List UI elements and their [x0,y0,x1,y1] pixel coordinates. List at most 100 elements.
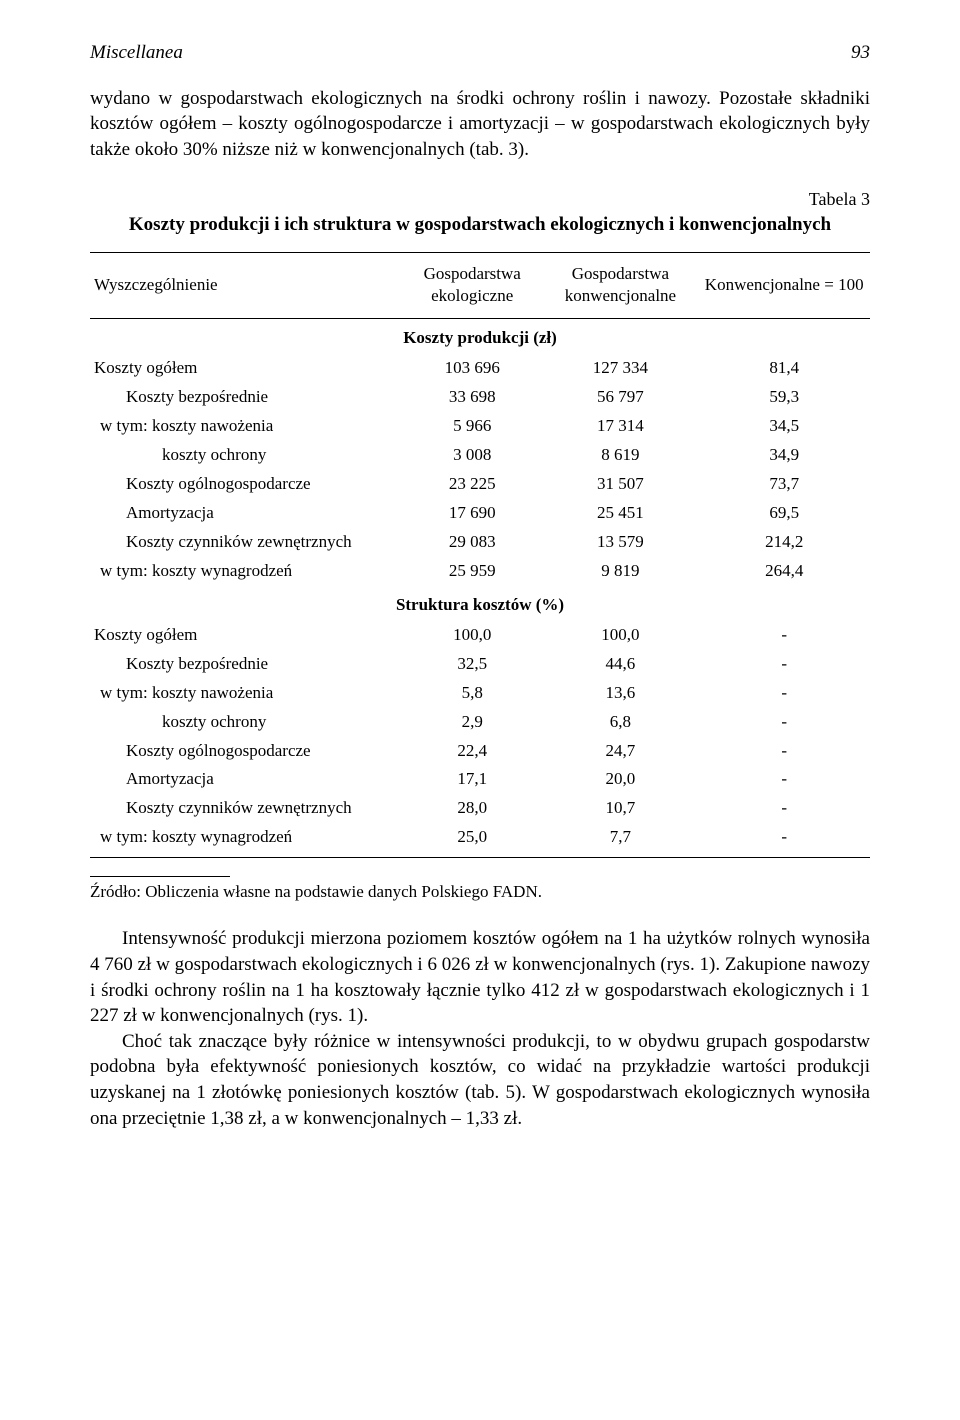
table-section-1: Koszty produkcji (zł)Koszty ogółem103 69… [90,319,870,586]
cell-ekologiczne: 28,0 [402,794,542,823]
cell-konwencjonalne: 31 507 [542,470,698,499]
cell-index: 34,5 [698,412,870,441]
cell-index: - [698,650,870,679]
cell-ekologiczne: 23 225 [402,470,542,499]
cell-index: - [698,708,870,737]
cell-index: - [698,679,870,708]
body-paragraph-2: Choć tak znaczące były różnice w intensy… [90,1029,870,1132]
cell-konwencjonalne: 13 579 [542,528,698,557]
cell-index: 69,5 [698,499,870,528]
cell-konwencjonalne: 9 819 [542,557,698,586]
cell-index: 59,3 [698,383,870,412]
table-row: Koszty bezpośrednie32,544,6- [90,650,870,679]
cell-ekologiczne: 100,0 [402,621,542,650]
cell-ekologiczne: 22,4 [402,737,542,766]
row-label: Amortyzacja [90,499,402,528]
cell-konwencjonalne: 25 451 [542,499,698,528]
cell-konwencjonalne: 127 334 [542,354,698,383]
cell-konwencjonalne: 56 797 [542,383,698,412]
cell-ekologiczne: 33 698 [402,383,542,412]
cell-konwencjonalne: 24,7 [542,737,698,766]
cell-konwencjonalne: 6,8 [542,708,698,737]
cell-ekologiczne: 32,5 [402,650,542,679]
row-label: Koszty ogółem [90,621,402,650]
cell-index: - [698,794,870,823]
cell-index: 34,9 [698,441,870,470]
cell-ekologiczne: 17 690 [402,499,542,528]
cell-ekologiczne: 25,0 [402,823,542,857]
cost-table: Wyszczególnienie Gospodarstwa ekologiczn… [90,252,870,859]
row-label: w tym: koszty wynagrodzeń [90,557,402,586]
row-label: w tym: koszty nawożenia [90,412,402,441]
col-konwencjonalne: Gospodarstwa konwencjonalne [542,252,698,319]
header-page-number: 93 [851,40,870,66]
cell-index: - [698,765,870,794]
table-row: koszty ochrony3 0088 61934,9 [90,441,870,470]
row-label: Koszty ogólnogospodarcze [90,737,402,766]
cell-konwencjonalne: 20,0 [542,765,698,794]
table-row: w tym: koszty nawożenia5 96617 31434,5 [90,412,870,441]
table-row: w tym: koszty wynagrodzeń25,07,7- [90,823,870,857]
cell-index: 73,7 [698,470,870,499]
cell-ekologiczne: 3 008 [402,441,542,470]
row-label: koszty ochrony [90,708,402,737]
header-title: Miscellanea [90,40,183,66]
cell-konwencjonalne: 8 619 [542,441,698,470]
table-row: Amortyzacja17,120,0- [90,765,870,794]
table-header-row: Wyszczególnienie Gospodarstwa ekologiczn… [90,252,870,319]
cell-ekologiczne: 25 959 [402,557,542,586]
table-row: Koszty ogólnogospodarcze23 22531 50773,7 [90,470,870,499]
cell-konwencjonalne: 100,0 [542,621,698,650]
cell-ekologiczne: 2,9 [402,708,542,737]
cell-index: 81,4 [698,354,870,383]
table-row: Amortyzacja17 69025 45169,5 [90,499,870,528]
row-label: Koszty ogółem [90,354,402,383]
cell-index: - [698,737,870,766]
table-row: w tym: koszty wynagrodzeń25 9599 819264,… [90,557,870,586]
row-label: Amortyzacja [90,765,402,794]
col-ekologiczne: Gospodarstwa ekologiczne [402,252,542,319]
table-row: Koszty czynników zewnętrznych29 08313 57… [90,528,870,557]
table-row: w tym: koszty nawożenia5,813,6- [90,679,870,708]
row-label: w tym: koszty nawożenia [90,679,402,708]
row-label: Koszty ogólnogospodarcze [90,470,402,499]
col-index: Konwencjonalne = 100 [698,252,870,319]
cell-ekologiczne: 29 083 [402,528,542,557]
running-header: Miscellanea 93 [90,40,870,66]
source-note: Źródło: Obliczenia własne na podstawie d… [90,881,870,904]
row-label: Koszty bezpośrednie [90,383,402,412]
row-label: Koszty czynników zewnętrznych [90,528,402,557]
cell-index: - [698,823,870,857]
table-row: Koszty ogółem103 696127 33481,4 [90,354,870,383]
row-label: w tym: koszty wynagrodzeń [90,823,402,857]
table-row: Koszty bezpośrednie33 69856 79759,3 [90,383,870,412]
source-rule [90,876,230,877]
cell-index: 264,4 [698,557,870,586]
cell-index: 214,2 [698,528,870,557]
table-title: Koszty produkcji i ich struktura w gospo… [90,213,870,238]
table-row: Koszty ogółem100,0100,0- [90,621,870,650]
cell-konwencjonalne: 44,6 [542,650,698,679]
table-row: Koszty ogólnogospodarcze22,424,7- [90,737,870,766]
col-wyszczegolnienie: Wyszczególnienie [90,252,402,319]
cell-konwencjonalne: 7,7 [542,823,698,857]
body-paragraph-1: Intensywność produkcji mierzona poziomem… [90,926,870,1029]
table-label: Tabela 3 [90,187,870,211]
table-row: Koszty czynników zewnętrznych28,010,7- [90,794,870,823]
table-row: koszty ochrony2,96,8- [90,708,870,737]
cell-ekologiczne: 5,8 [402,679,542,708]
cell-ekologiczne: 103 696 [402,354,542,383]
cell-ekologiczne: 5 966 [402,412,542,441]
table-section-title: Koszty produkcji (zł) [90,319,870,354]
row-label: Koszty czynników zewnętrznych [90,794,402,823]
table-section-title: Struktura kosztów (%) [90,586,870,621]
cell-index: - [698,621,870,650]
table-section-2: Struktura kosztów (%)Koszty ogółem100,01… [90,586,870,858]
cell-konwencjonalne: 13,6 [542,679,698,708]
cell-konwencjonalne: 17 314 [542,412,698,441]
row-label: Koszty bezpośrednie [90,650,402,679]
row-label: koszty ochrony [90,441,402,470]
cell-konwencjonalne: 10,7 [542,794,698,823]
intro-paragraph: wydano w gospodarstwach ekologicznych na… [90,86,870,163]
cell-ekologiczne: 17,1 [402,765,542,794]
